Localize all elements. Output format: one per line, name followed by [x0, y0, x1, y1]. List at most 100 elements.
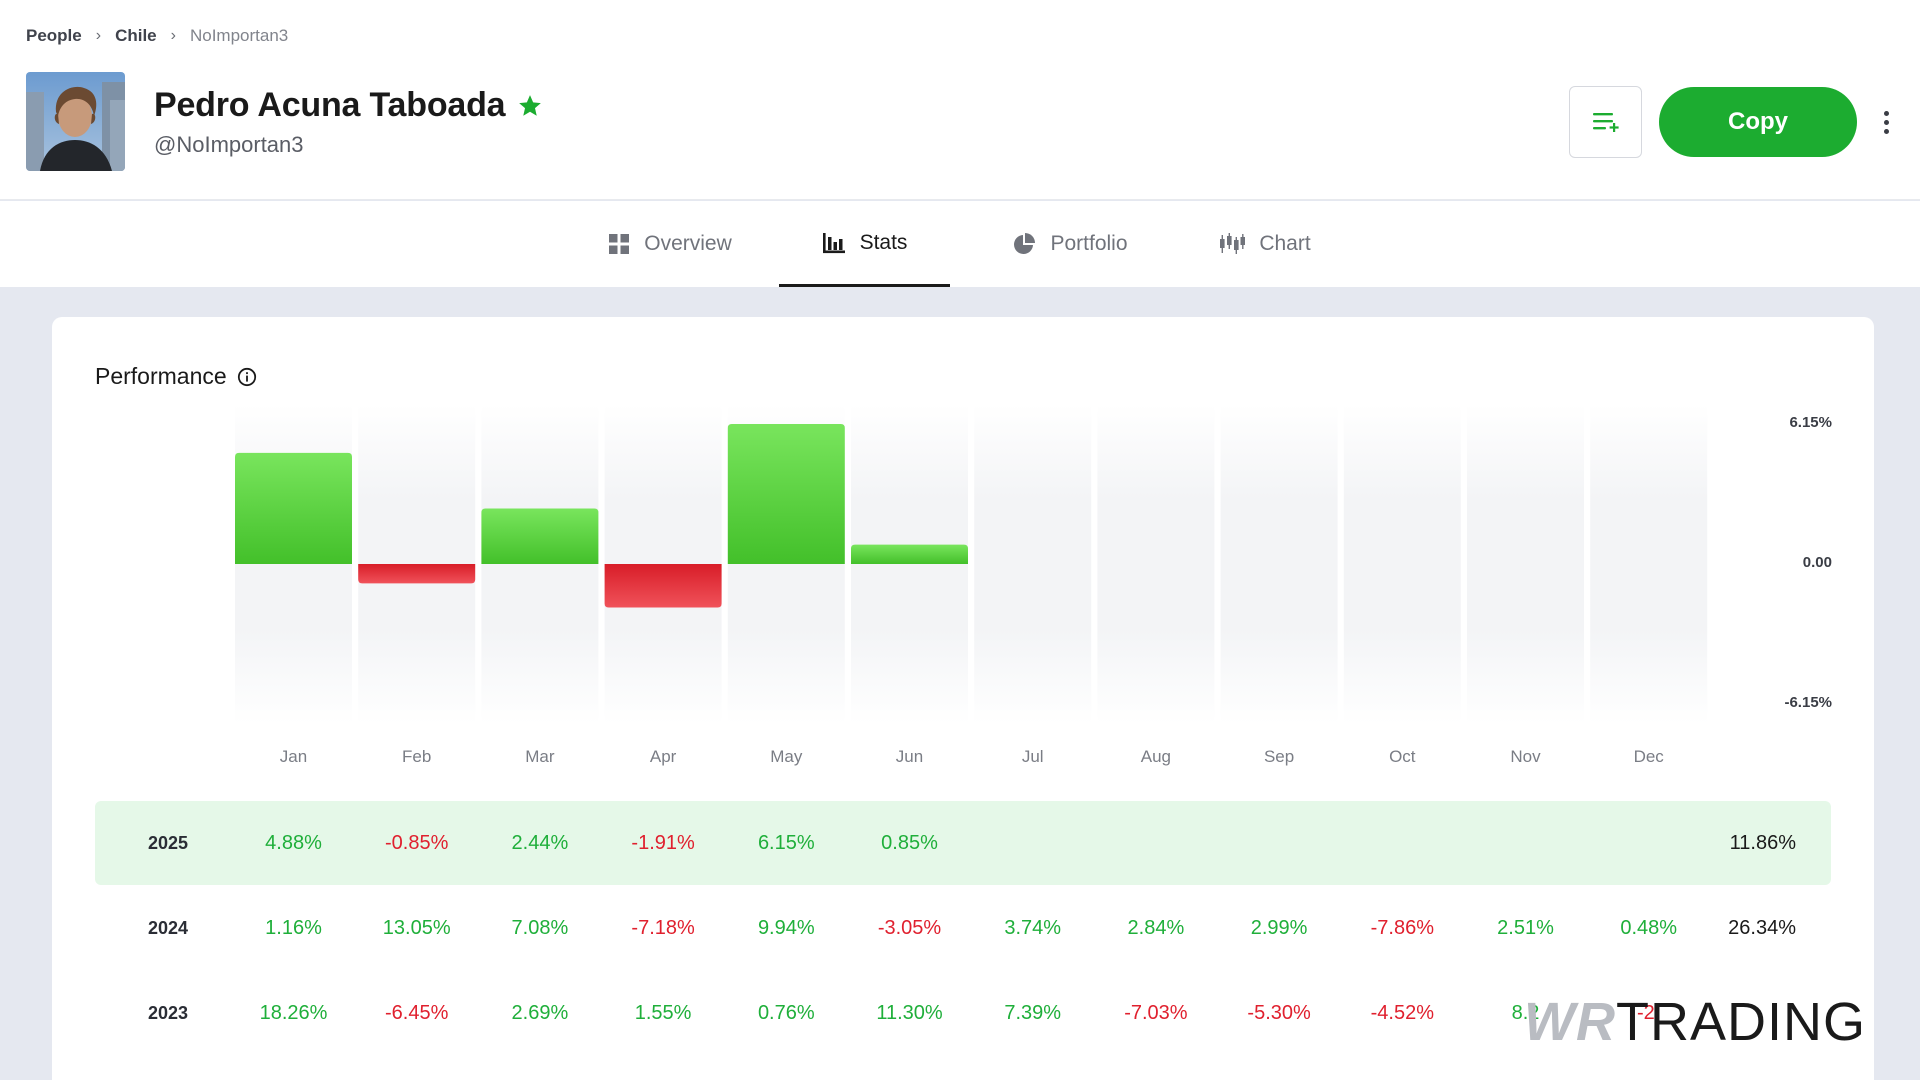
performance-card: Performance 6.15% 0.	[52, 317, 1874, 1080]
month-column-bg	[1343, 404, 1461, 724]
row-year: 2023	[147, 1003, 189, 1023]
month-value-cell: -2.	[1637, 1002, 1661, 1024]
breadcrumb-current: NoImportan3	[189, 26, 289, 45]
breadcrumb: People › Chile › NoImportan3	[26, 26, 288, 46]
more-options-icon[interactable]	[1876, 104, 1896, 140]
month-value-cell: -3.05%	[877, 917, 942, 939]
month-value-cell: 4.88%	[265, 832, 322, 854]
x-tick-label: Jan	[279, 747, 308, 766]
tab-stats-label: Stats	[859, 230, 908, 254]
month-value-cell: 11.30%	[876, 1002, 943, 1024]
row-total: 11.86%	[1729, 832, 1796, 854]
month-value-cell	[1342, 801, 1462, 885]
month-value-cell: 2.99%	[1250, 917, 1308, 939]
tab-stats[interactable]: Stats	[779, 201, 950, 287]
x-tick-label: Sep	[1263, 747, 1295, 766]
month-value-cell: -1.91%	[631, 832, 695, 854]
x-tick-label: Dec	[1633, 747, 1664, 766]
month-value-cell: 0.48%	[1620, 917, 1678, 939]
month-value-cell: 8.2	[1511, 1002, 1540, 1024]
watermark-part1: WR	[1524, 992, 1616, 1052]
bar-mar[interactable]	[481, 508, 599, 564]
watermark-part2: TRADING	[1615, 992, 1866, 1052]
month-value-cell: -7.86%	[1370, 917, 1434, 939]
month-column-bg	[1097, 404, 1215, 724]
profile-header: People › Chile › NoImportan3 Pedro Acun	[0, 0, 1920, 200]
tab-chart[interactable]: Chart	[1190, 201, 1340, 287]
info-icon[interactable]	[237, 367, 257, 387]
month-value-cell: -4.52%	[1370, 1002, 1434, 1024]
month-value-cell	[1096, 801, 1216, 885]
tab-overview[interactable]: Overview	[585, 201, 755, 287]
performance-title-text: Performance	[95, 363, 227, 389]
month-value-cell: 0.85%	[881, 832, 938, 854]
bar-jan[interactable]	[235, 452, 352, 564]
performance-bar-chart	[235, 404, 1708, 724]
y-tick-bottom: -6.15%	[1784, 694, 1832, 711]
x-tick-label: Jul	[1021, 747, 1044, 766]
row-year: 2024	[147, 918, 189, 938]
x-tick-label: Jun	[895, 747, 924, 766]
month-value-cell: 9.94%	[757, 917, 815, 939]
month-column-bg	[1467, 404, 1584, 724]
month-column-bg	[974, 404, 1092, 724]
x-tick-label: Apr	[649, 747, 677, 766]
tab-overview-label: Overview	[644, 232, 732, 255]
x-tick-label: Mar	[525, 747, 555, 766]
month-column-bg	[1590, 404, 1708, 724]
month-value-cell: 1.55%	[634, 1002, 692, 1024]
row-year: 2025	[147, 833, 189, 853]
month-value-cell	[973, 801, 1093, 885]
chevron-right-icon: ›	[170, 27, 176, 44]
bar-may[interactable]	[727, 424, 845, 564]
tab-portfolio[interactable]: Portfolio	[985, 201, 1155, 287]
month-value-cell: 1.16%	[265, 917, 322, 939]
month-value-cell: 2.51%	[1497, 917, 1554, 939]
breadcrumb-chile[interactable]: Chile	[115, 26, 157, 45]
month-value-cell: 3.74%	[1004, 917, 1062, 939]
bar-apr[interactable]	[604, 564, 722, 608]
add-to-watchlist-button[interactable]	[1569, 86, 1642, 158]
table-row: 2023 18.26% -6.45% 2.69% 1.55% 0.76% 11.30% 7.…	[95, 971, 1831, 1055]
month-value-cell: -5.30%	[1247, 1002, 1311, 1024]
month-value-cell	[1219, 801, 1339, 885]
month-value-cell: 2.69%	[511, 1002, 569, 1024]
month-value-cell: -7.03%	[1124, 1002, 1188, 1024]
x-tick-label: Feb	[402, 747, 432, 766]
month-value-cell: 0.76%	[757, 1002, 815, 1024]
profile-name-row: Pedro Acuna Taboada	[154, 86, 543, 125]
profile-name: Pedro Acuna Taboada	[154, 86, 506, 124]
x-tick-label: Oct	[1389, 747, 1416, 766]
x-tick-label: May	[770, 747, 803, 766]
month-value-cell: 6.15%	[757, 832, 815, 854]
star-icon[interactable]	[517, 93, 543, 119]
month-column-bg	[1220, 404, 1338, 724]
performance-title: Performance	[95, 363, 257, 390]
breadcrumb-people[interactable]: People	[26, 26, 82, 45]
bar-chart-icon	[822, 232, 845, 253]
tab-bar: Overview Stats Portfolio Chart	[0, 201, 1920, 287]
pie-chart-icon	[1014, 233, 1036, 254]
avatar	[26, 72, 125, 171]
bar-feb[interactable]	[358, 564, 476, 584]
wrtrading-watermark-logo: WR TRADING	[1524, 991, 1866, 1053]
chevron-right-icon: ›	[95, 27, 102, 44]
tab-chart-label: Chart	[1259, 232, 1311, 255]
y-tick-zero: 0.00	[1802, 554, 1832, 571]
month-value-cell: 18.26%	[259, 1002, 328, 1024]
x-tick-label: Nov	[1510, 747, 1541, 766]
table-row: 2025 4.88% -0.85% 2.44% -1.91% 6.15% 0.85% 11…	[95, 801, 1831, 885]
month-value-cell: 2.44%	[511, 832, 569, 854]
month-value-cell: 2.84%	[1127, 917, 1185, 939]
candlestick-icon	[1220, 233, 1246, 254]
month-value-cell: -0.85%	[385, 832, 449, 854]
copy-button[interactable]: Copy	[1659, 87, 1857, 157]
grid-icon	[609, 234, 630, 254]
y-tick-top: 6.15%	[1789, 414, 1832, 431]
list-add-icon	[1592, 113, 1619, 132]
profile-handle: @NoImportan3	[154, 132, 304, 157]
month-value-cell: -7.18%	[631, 917, 695, 939]
month-value-cell: -6.45%	[385, 1002, 449, 1024]
bar-jun[interactable]	[851, 544, 968, 564]
month-value-cell: 7.08%	[511, 917, 569, 939]
